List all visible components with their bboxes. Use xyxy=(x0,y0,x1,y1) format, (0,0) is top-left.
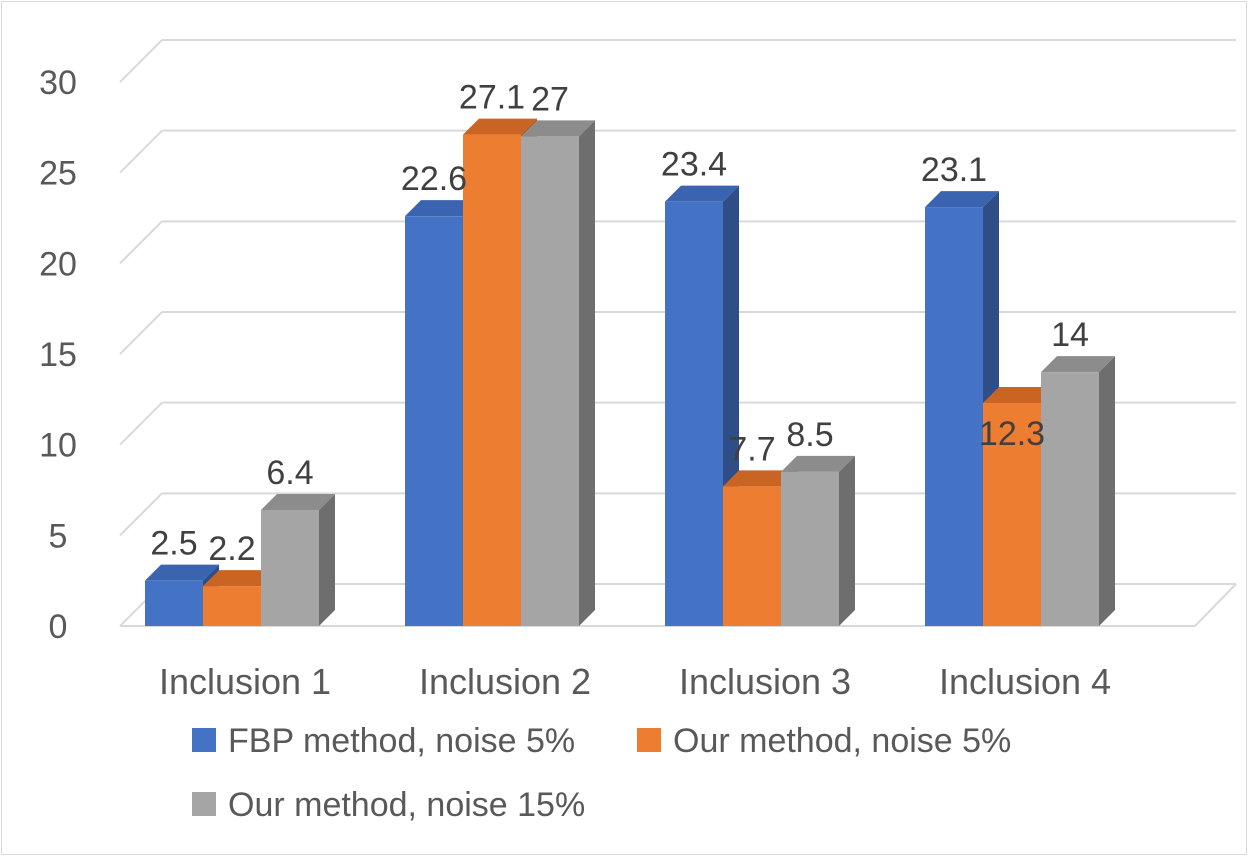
data-label: 23.1 xyxy=(921,151,987,189)
bar-front xyxy=(463,134,521,626)
bar-side xyxy=(319,493,335,626)
bar-top xyxy=(145,564,219,581)
bar-top xyxy=(203,570,277,587)
bar xyxy=(521,120,595,627)
gridline-diagonal xyxy=(119,39,163,83)
bar-top xyxy=(665,185,739,202)
data-label: 12.3 xyxy=(979,415,1045,453)
y-tick-label: 30 xyxy=(39,64,77,102)
bar-top xyxy=(261,493,335,510)
y-tick-label: 25 xyxy=(39,155,77,193)
bar-top xyxy=(405,200,479,217)
data-label: 27.1 xyxy=(459,79,525,117)
legend-swatch xyxy=(192,792,216,816)
legend: FBP method, noise 5% Our method, noise 5%… xyxy=(192,722,1011,824)
bar-top xyxy=(983,386,1057,403)
y-tick-label: 20 xyxy=(39,245,77,283)
bar-front xyxy=(925,207,983,626)
bar-front xyxy=(1041,372,1099,626)
gridline-diagonal xyxy=(119,220,163,265)
legend-swatch xyxy=(637,728,661,752)
bar-front xyxy=(261,509,319,626)
bar-top xyxy=(1041,356,1115,373)
x-tick-label: Inclusion 1 xyxy=(159,661,331,702)
legend-swatch xyxy=(192,728,216,752)
bar xyxy=(1041,356,1115,626)
bar-front xyxy=(203,586,261,626)
bar-top xyxy=(723,470,797,487)
floor-side-edge xyxy=(1194,583,1237,627)
bar-front xyxy=(405,216,463,627)
data-label: 22.6 xyxy=(401,160,467,198)
data-label: 2.5 xyxy=(150,525,197,563)
data-label: 27 xyxy=(531,80,569,118)
legend-item: FBP method, noise 5% xyxy=(192,722,575,760)
y-tick-label: 10 xyxy=(39,427,77,465)
bars xyxy=(145,118,1115,627)
bar-front xyxy=(983,402,1041,626)
gridline-diagonal xyxy=(119,129,163,174)
data-label: 7.7 xyxy=(728,430,775,468)
data-label: 6.4 xyxy=(266,454,313,492)
gridline-diagonal xyxy=(119,492,163,537)
x-tick-label: Inclusion 2 xyxy=(419,661,591,702)
y-tick-label: 5 xyxy=(49,517,68,555)
legend-label: Our method, noise 5% xyxy=(673,722,1011,760)
bar-front xyxy=(145,580,203,626)
bar-front xyxy=(665,201,723,626)
legend-label: Our method, noise 15% xyxy=(228,786,585,824)
x-axis: Inclusion 1 Inclusion 2 Inclusion 3 Inclusi… xyxy=(159,661,1111,702)
x-tick-label: Inclusion 4 xyxy=(939,661,1111,702)
data-label: 23.4 xyxy=(661,146,727,184)
bar-side xyxy=(839,455,855,626)
legend-item: Our method, noise 5% xyxy=(637,722,1011,760)
legend-item: Our method, noise 15% xyxy=(192,786,585,824)
bar xyxy=(261,493,335,626)
gridline-diagonal xyxy=(119,311,163,355)
y-tick-label: 15 xyxy=(39,336,77,374)
bar-front xyxy=(781,471,839,626)
y-axis: 0 5 10 15 20 25 30 xyxy=(39,64,77,646)
x-tick-label: Inclusion 3 xyxy=(679,661,851,702)
data-label: 8.5 xyxy=(786,416,833,454)
legend-label: FBP method, noise 5% xyxy=(228,722,575,760)
y-tick-label: 0 xyxy=(49,608,68,646)
bar-top xyxy=(521,120,595,137)
bar-front xyxy=(723,486,781,626)
bar-top xyxy=(781,455,855,472)
bar xyxy=(781,455,855,626)
bar-top xyxy=(925,191,999,208)
bar-side xyxy=(579,120,595,627)
data-label: 2.2 xyxy=(208,530,255,568)
data-label: 14 xyxy=(1051,316,1089,354)
bar-top xyxy=(463,118,537,135)
bar-side xyxy=(1099,356,1115,626)
gridline-diagonal xyxy=(119,401,163,446)
data-labels: 2.5 2.2 6.4 22.6 27.1 27 23.4 7.7 8.5 23.1 12.3 14 xyxy=(150,79,1089,569)
bar-front xyxy=(521,136,579,626)
